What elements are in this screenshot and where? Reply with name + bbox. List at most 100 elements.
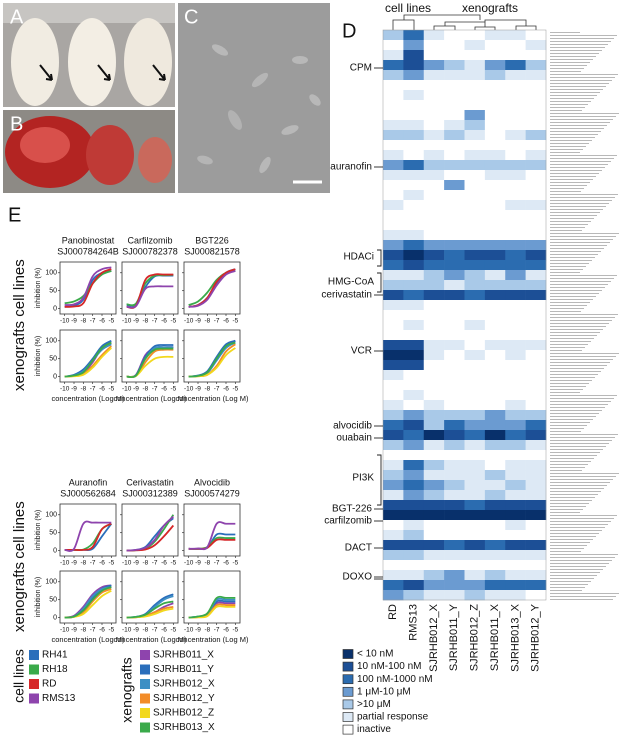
heatmap-cell	[505, 60, 526, 71]
heatmap-cell	[403, 450, 425, 461]
row-name-texture	[550, 581, 591, 582]
heatmap-cell	[383, 170, 404, 181]
x-tick-label: -8	[80, 560, 86, 567]
row-name-texture	[550, 299, 593, 300]
heatmap-cell	[383, 190, 404, 201]
x-tick-label: -9	[133, 627, 139, 634]
heatmap-cell	[423, 170, 445, 181]
panel-label: C	[184, 6, 198, 28]
heatmap-cell	[484, 350, 506, 361]
heatmap-cell	[484, 330, 506, 341]
heatmap-cell	[423, 320, 445, 331]
row-name-texture	[550, 314, 618, 315]
column-label: SJRHB012_Y	[530, 603, 542, 672]
heatmap-cell	[444, 450, 465, 461]
heatmap-cell	[383, 360, 404, 371]
heatmap-cell	[423, 550, 445, 561]
heatmap-cell	[383, 210, 404, 221]
heatmap-cell	[383, 220, 404, 231]
x-tick-label: -6	[223, 560, 229, 567]
row-name-texture	[550, 500, 592, 501]
row-name-texture	[550, 122, 610, 123]
x-tick-label: -10	[122, 386, 132, 393]
row-name-texture	[550, 488, 604, 489]
heatmap-cell	[464, 80, 486, 91]
heatmap-cell	[423, 110, 445, 121]
row-name-texture	[550, 416, 596, 417]
heatmap-cell	[525, 590, 547, 601]
heatmap-cell	[423, 570, 445, 581]
heatmap-cell	[484, 110, 506, 121]
heatmap-cell	[505, 160, 526, 171]
row-name-texture	[550, 89, 603, 90]
heatmap-cell	[525, 380, 547, 391]
heatmap-cell	[484, 420, 506, 431]
heatmap-cell	[505, 130, 526, 141]
row-name-texture	[550, 266, 586, 267]
heatmap-cell	[525, 530, 547, 541]
x-tick-label: -10	[122, 318, 132, 325]
x-tick-label: -5	[170, 627, 176, 634]
row-name-texture	[550, 545, 587, 546]
row-name-texture	[550, 464, 588, 465]
heatmap-cell	[423, 310, 445, 321]
heatmap-cell	[423, 290, 445, 301]
column-label: SJRHB011_X	[489, 603, 501, 671]
heatmap-cell	[423, 330, 445, 341]
heatmap-cell	[383, 50, 404, 61]
heatmap-cell	[423, 120, 445, 131]
heatmap-cell	[444, 80, 465, 91]
heatmap-cell	[444, 160, 465, 171]
heatmap-cell	[505, 520, 526, 531]
row-name-texture	[550, 293, 599, 294]
row-name-texture	[550, 422, 590, 423]
chart-subtitle: SJ000782378	[122, 246, 178, 256]
heatmap-cell	[484, 50, 506, 61]
row-name-texture	[550, 98, 594, 99]
row-label: cell lines	[11, 259, 28, 317]
y-tick-label: 0	[53, 547, 57, 554]
x-tick-label: -5	[170, 386, 176, 393]
heatmap-cell	[525, 520, 547, 531]
heatmap-cell	[484, 390, 506, 401]
x-tick-label: -9	[71, 386, 77, 393]
y-tick-label: 50	[49, 597, 57, 604]
y-axis-label: inhibition (%)	[35, 268, 42, 308]
heatmap-cell	[464, 330, 486, 341]
row-name-texture	[550, 50, 602, 51]
row-name-texture	[550, 302, 590, 303]
heatmap-cell	[403, 260, 425, 271]
heatmap-cell	[383, 380, 404, 391]
row-name-texture	[550, 404, 608, 405]
curve	[64, 270, 112, 305]
x-tick-label: -7	[152, 386, 158, 393]
row-name-texture	[550, 251, 601, 252]
row-name-texture	[550, 572, 600, 573]
heatmap-cell	[484, 370, 506, 381]
row-name-texture	[550, 398, 614, 399]
row-name-texture	[550, 200, 612, 201]
heatmap-cell	[505, 360, 526, 371]
heatmap-cell	[505, 40, 526, 51]
heatmap-cell	[383, 90, 404, 101]
x-tick-label: -6	[99, 560, 105, 567]
column-label: SJRHB011_Y	[448, 603, 460, 671]
y-tick-label: 100	[45, 270, 57, 277]
y-tick-label: 100	[45, 579, 57, 586]
x-tick-label: -8	[80, 386, 86, 393]
heatmap-cell	[464, 160, 486, 171]
photo-tumors	[3, 110, 175, 193]
heatmap-cell	[464, 270, 486, 281]
row-name-texture	[550, 41, 611, 42]
heatmap-cell	[505, 390, 526, 401]
row-name-texture	[550, 356, 616, 357]
heatmap-cell	[403, 300, 425, 311]
heatmap-cell	[383, 40, 404, 51]
row-name-texture	[550, 548, 584, 549]
row-name-texture	[550, 512, 580, 513]
row-name-texture	[550, 227, 585, 228]
heatmap-cell	[484, 450, 506, 461]
heatmap-cell	[383, 410, 404, 421]
row-name-texture	[550, 278, 614, 279]
